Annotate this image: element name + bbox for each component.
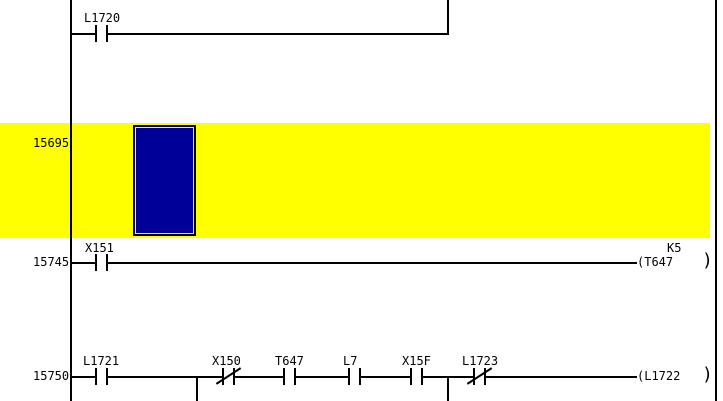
coil-L1722[interactable]: (L1722 bbox=[637, 369, 681, 383]
rung-line-segment bbox=[71, 376, 95, 378]
rung-line-segment bbox=[235, 376, 283, 378]
coil-setting: K5 bbox=[667, 241, 682, 255]
highlight-row-band bbox=[0, 123, 710, 238]
rung-line-segment bbox=[108, 262, 637, 264]
contact-X150-nc[interactable] bbox=[215, 367, 242, 385]
rung-line-segment bbox=[361, 376, 410, 378]
contact-bar bbox=[222, 368, 224, 385]
contact-label-L1720: L1720 bbox=[84, 11, 121, 25]
branch-line-down bbox=[196, 376, 198, 401]
contact-bar bbox=[106, 368, 108, 385]
rung-line-segment bbox=[71, 33, 95, 35]
contact-label-X150: X150 bbox=[212, 354, 241, 368]
contact-bar bbox=[348, 368, 350, 385]
contact-label-L7: L7 bbox=[343, 354, 358, 368]
contact-bar bbox=[294, 368, 296, 385]
coil-T647[interactable]: (T647 bbox=[637, 255, 674, 269]
rung-line-segment bbox=[108, 376, 222, 378]
contact-X15F[interactable] bbox=[410, 368, 423, 385]
step-number: 15695 bbox=[33, 136, 70, 150]
right-power-rail bbox=[715, 0, 717, 401]
contact-bar bbox=[233, 368, 235, 385]
contact-bar bbox=[95, 254, 97, 271]
step-number: 15745 bbox=[33, 255, 70, 269]
contact-bar bbox=[106, 254, 108, 271]
contact-bar bbox=[106, 25, 108, 42]
contact-L1720[interactable] bbox=[95, 25, 108, 42]
coil-close-paren: ) bbox=[702, 250, 713, 271]
rung-line-segment bbox=[71, 262, 95, 264]
contact-bar bbox=[410, 368, 412, 385]
contact-L1721[interactable] bbox=[95, 368, 108, 385]
contact-T647[interactable] bbox=[283, 368, 296, 385]
edit-cursor-fill bbox=[136, 128, 193, 233]
contact-L7[interactable] bbox=[348, 368, 361, 385]
contact-bar bbox=[95, 368, 97, 385]
contact-bar bbox=[95, 25, 97, 42]
contact-label-T647: T647 bbox=[275, 354, 304, 368]
contact-bar bbox=[421, 368, 423, 385]
left-power-rail bbox=[70, 0, 72, 401]
contact-L1723-nc[interactable] bbox=[466, 367, 493, 385]
edit-cursor[interactable] bbox=[133, 125, 196, 236]
coil-close-paren: ) bbox=[702, 364, 713, 385]
step-number: 15750 bbox=[33, 369, 70, 383]
contact-label-L1723: L1723 bbox=[462, 354, 499, 368]
contact-bar bbox=[283, 368, 285, 385]
contact-label-L1721: L1721 bbox=[83, 354, 120, 368]
rung-line-segment bbox=[296, 376, 348, 378]
rung-line-segment bbox=[486, 376, 637, 378]
contact-X151[interactable] bbox=[95, 254, 108, 271]
contact-label-X151: X151 bbox=[85, 241, 114, 255]
branch-line-down bbox=[447, 376, 449, 401]
contact-bar bbox=[484, 368, 486, 385]
contact-label-X15F: X15F bbox=[402, 354, 431, 368]
branch-line-up bbox=[447, 0, 449, 35]
contact-bar bbox=[359, 368, 361, 385]
contact-bar bbox=[473, 368, 475, 385]
rung-line-segment bbox=[108, 33, 448, 35]
